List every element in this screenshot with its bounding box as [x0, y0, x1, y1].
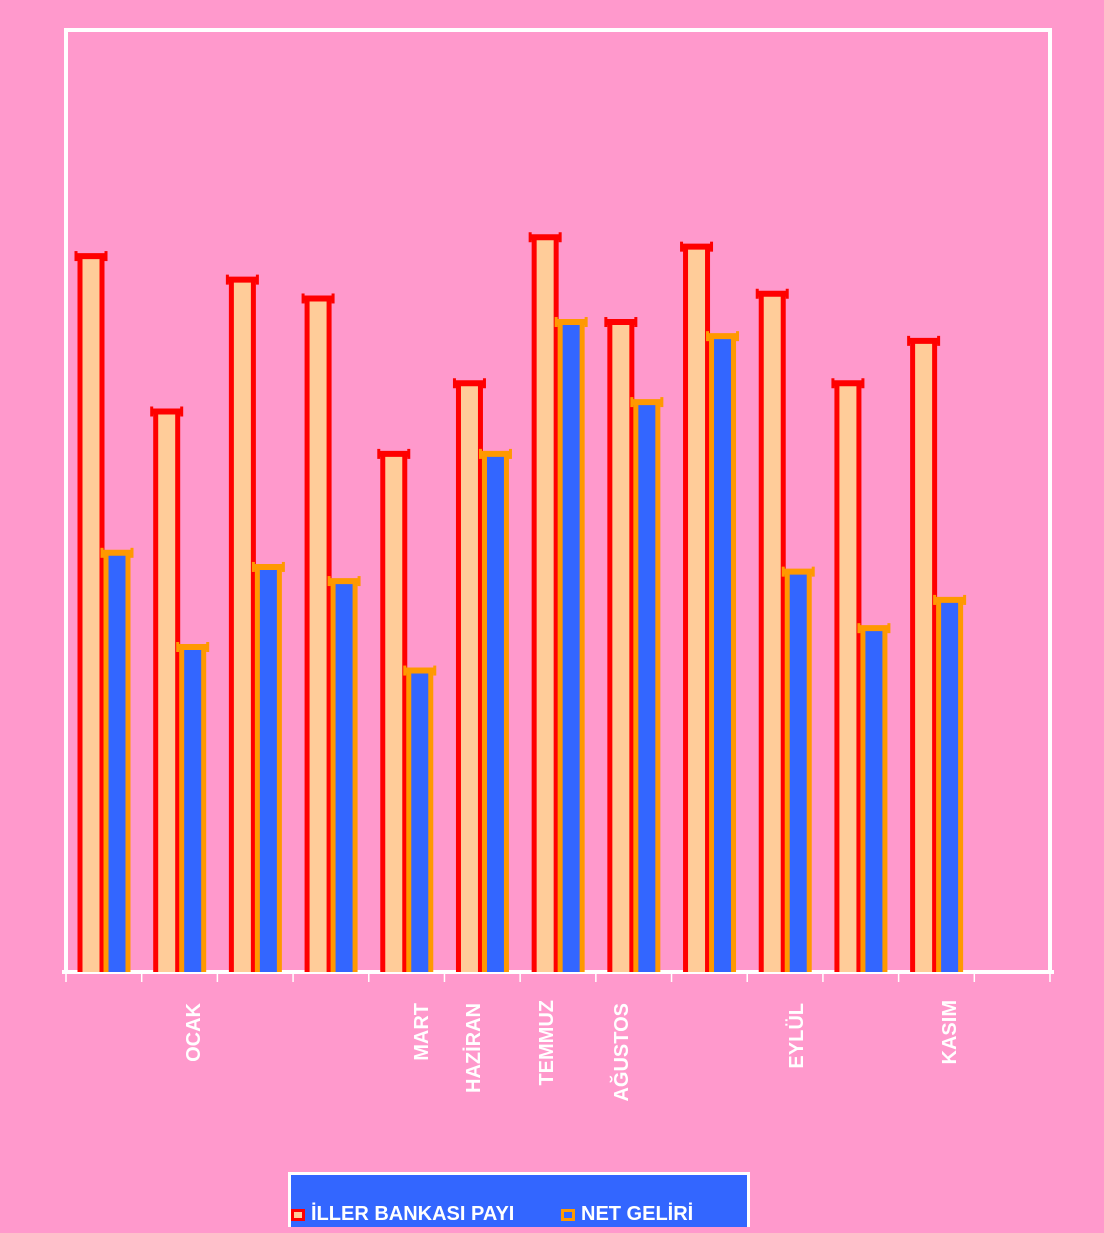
bar-series-2-8: [635, 402, 658, 973]
x-tick-label-7: TEMMUZ: [536, 1000, 558, 1086]
legend-item-series-2: NET GELİRİ: [561, 1203, 693, 1226]
legend-label-series-2: NET GELİRİ: [581, 1203, 694, 1225]
x-tick-label-2: OCAK: [183, 1002, 205, 1061]
plot-frame: [64, 28, 1052, 972]
bar-series-1-8: [609, 322, 632, 972]
bar-series-1-6: [458, 383, 481, 972]
bar-series-2-12: [938, 599, 961, 972]
bar-series-2-2: [181, 647, 204, 972]
bar-series-2-10: [787, 571, 810, 972]
bar-series-2-3: [257, 566, 280, 972]
bar-series-2-4: [333, 581, 356, 972]
bar-series-1-9: [685, 246, 708, 972]
x-tick-label-10: EYLÜL: [785, 1003, 808, 1069]
bar-series-1-10: [761, 293, 784, 972]
x-tick-label-8: AĞUSTOS: [609, 1003, 633, 1102]
legend-label-series-1: İLLER BANKASI PAYI: [311, 1203, 515, 1225]
bar-series-2-11: [862, 628, 885, 972]
bar-series-1-5: [382, 453, 405, 972]
bar-series-1-1: [80, 256, 102, 973]
bar-series-2-9: [711, 336, 734, 972]
x-tick-label-5: MART: [411, 1003, 433, 1061]
bar-series-1-7: [534, 237, 557, 973]
x-tick-label-12: KASIM: [939, 1000, 961, 1064]
legend: İLLER BANKASI PAYI NET GELİRİ: [288, 1172, 750, 1227]
bar-series-1-4: [307, 298, 330, 973]
legend-swatch-series-2: [561, 1208, 575, 1221]
bar-series-2-5: [408, 670, 431, 972]
x-tick-label-6: HAZİRAN: [462, 1003, 485, 1093]
bar-series-2-6: [484, 453, 507, 972]
bar-series-1-12: [912, 340, 935, 972]
legend-item-series-1: İLLER BANKASI PAYI: [291, 1203, 514, 1226]
legend-swatch-series-1: [291, 1208, 305, 1221]
bar-series-2-1: [106, 552, 128, 972]
bar-series-1-3: [231, 279, 254, 972]
bar-series-1-11: [836, 383, 859, 972]
bar-series-2-7: [560, 322, 583, 972]
bar-series-1-2: [155, 411, 178, 972]
